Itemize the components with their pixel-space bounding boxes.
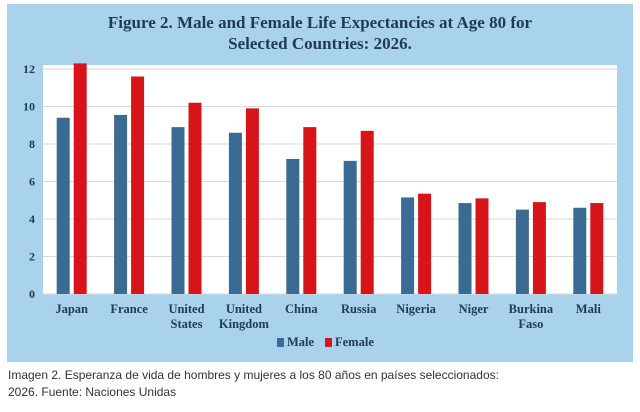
bar-male (114, 114, 128, 294)
x-tick-label: Burkina Faso (509, 302, 554, 331)
bar-female (245, 108, 259, 294)
x-tick-label-line: Nigeria (396, 302, 436, 316)
bar-female (590, 203, 604, 294)
y-tick-label: 0 (29, 287, 35, 301)
x-tick-label: China (285, 302, 318, 316)
bar-male (401, 197, 415, 294)
bar-female (131, 76, 145, 294)
plot-area (43, 65, 617, 294)
bar-male (343, 160, 357, 294)
bar-male (573, 207, 587, 294)
bar-female (532, 202, 546, 294)
x-tick-label-line: China (285, 302, 318, 316)
bar-female (418, 193, 432, 294)
legend-label-female: Female (335, 335, 374, 349)
x-tick-label: Mali (576, 302, 602, 316)
x-tick-label: Nigeria (396, 302, 436, 316)
x-tick-label: United Kingdom (219, 302, 270, 331)
bar-male (228, 132, 242, 294)
bar-female (188, 102, 202, 294)
x-tick-label-line: Kingdom (219, 317, 270, 331)
bar-male (286, 159, 300, 294)
x-tick-label-line: Faso (518, 317, 543, 331)
x-tick-label-line: France (110, 302, 148, 316)
x-tick-label: Niger (459, 302, 489, 316)
chart-title-line-2: Selected Countries: 2026. (228, 34, 412, 53)
bar-male (458, 203, 472, 294)
bar-male (515, 209, 529, 294)
x-tick-label-line: Russia (341, 302, 377, 316)
y-tick-label: 2 (29, 250, 35, 264)
x-tick-label-line: Japan (55, 302, 88, 316)
x-tick-label-line: Burkina (509, 302, 554, 316)
legend-label-male: Male (287, 335, 315, 349)
y-tick-label: 8 (29, 137, 35, 151)
x-tick-label-line: United (168, 302, 204, 316)
legend-swatch-male (277, 338, 284, 347)
x-tick-label: Russia (341, 302, 377, 316)
chart-title: Figure 2. Male and Female Life Expectanc… (7, 12, 633, 54)
x-tick-label: United States (168, 302, 204, 331)
y-tick-label: 4 (29, 212, 35, 226)
bar-male (171, 127, 185, 294)
y-tick-label: 10 (23, 100, 35, 114)
caption-line-1: Imagen 2. Esperanza de vida de hombres y… (8, 368, 499, 382)
image-caption: Imagen 2. Esperanza de vida de hombres y… (8, 367, 628, 401)
x-tick-label: Japan (55, 302, 88, 316)
bar-female (303, 127, 317, 294)
x-tick-label: France (110, 302, 148, 316)
bar-female (360, 130, 374, 294)
y-tick-label: 6 (29, 175, 35, 189)
bar-male (56, 117, 70, 294)
chart-title-line-1: Figure 2. Male and Female Life Expectanc… (107, 13, 533, 32)
x-tick-label-line: States (171, 317, 203, 331)
x-tick-label-line: Mali (576, 302, 602, 316)
bar-female (475, 198, 489, 294)
chart-figure: Figure 2. Male and Female Life Expectanc… (7, 4, 633, 362)
x-tick-label-line: Niger (459, 302, 489, 316)
x-tick-label-line: United (226, 302, 262, 316)
y-tick-label: 12 (23, 62, 35, 76)
bar-female (73, 63, 87, 294)
caption-line-2: 2026. Fuente: Naciones Unidas (8, 385, 177, 399)
legend-swatch-female (325, 338, 332, 347)
